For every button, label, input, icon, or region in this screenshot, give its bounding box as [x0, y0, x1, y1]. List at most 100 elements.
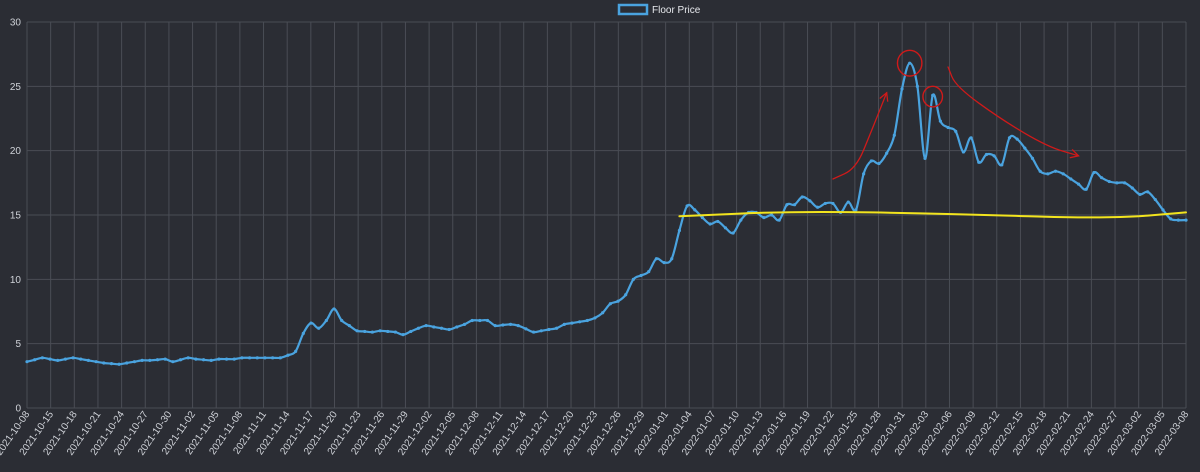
data-point: [1061, 172, 1065, 176]
data-point: [470, 318, 474, 323]
series-layer: [25, 61, 1188, 366]
data-point: [378, 329, 382, 333]
data-point: [1069, 177, 1073, 181]
data-point: [1023, 146, 1027, 150]
red-circle-annotation: [896, 49, 923, 77]
grid: [26, 21, 1187, 409]
data-point: [524, 327, 528, 331]
data-point: [969, 136, 973, 140]
data-point: [493, 324, 497, 328]
data-point: [224, 357, 229, 361]
data-point: [432, 325, 436, 329]
data-point: [831, 201, 835, 206]
data-point: [539, 329, 543, 333]
data-point: [670, 257, 674, 261]
data-point: [25, 360, 29, 364]
data-point: [1053, 169, 1058, 173]
data-point: [900, 87, 904, 91]
y-tick-label: 15: [10, 211, 22, 222]
y-tick-label: 5: [15, 339, 21, 350]
data-point: [501, 323, 505, 327]
data-point: [608, 302, 612, 306]
data-point: [593, 316, 597, 320]
hand-drawn-annotations: [678, 49, 1187, 219]
data-point: [324, 318, 328, 323]
data-point: [462, 322, 467, 326]
data-point: [340, 318, 344, 323]
data-point: [439, 326, 444, 330]
data-point: [923, 156, 927, 160]
data-point: [117, 362, 121, 366]
data-point: [654, 257, 658, 261]
data-point: [1146, 190, 1150, 194]
data-point: [409, 329, 413, 334]
y-tick-label: 25: [10, 82, 22, 93]
data-point: [94, 360, 98, 364]
data-point: [977, 160, 981, 164]
data-point: [102, 361, 106, 365]
data-point: [915, 84, 919, 88]
data-point: [424, 324, 428, 328]
data-point: [708, 222, 712, 226]
data-point: [769, 213, 774, 217]
data-point: [693, 208, 697, 212]
data-point: [685, 204, 689, 208]
data-point: [125, 361, 129, 365]
data-point: [1046, 172, 1050, 176]
data-point: [1138, 192, 1142, 197]
data-point: [1161, 208, 1165, 212]
data-point: [79, 357, 83, 361]
data-point: [370, 330, 374, 334]
data-point: [547, 327, 551, 332]
data-point: [1030, 156, 1035, 160]
data-point: [585, 318, 589, 323]
legend-label: Floor Price: [652, 5, 701, 16]
data-point: [954, 129, 958, 133]
data-point: [601, 311, 605, 315]
data-point: [401, 333, 405, 337]
data-point: [416, 326, 421, 330]
data-point: [171, 360, 175, 364]
series-line: [26, 62, 1187, 366]
data-point: [363, 329, 367, 334]
red-arrow-annotation: [832, 92, 888, 180]
data-point: [1115, 181, 1119, 185]
axes: 0510152025302021-10-082021-10-152021-10-…: [0, 18, 1192, 458]
data-point: [1184, 218, 1188, 222]
data-point: [209, 358, 213, 362]
data-point: [347, 324, 351, 328]
data-point: [217, 357, 221, 361]
data-point: [332, 307, 336, 311]
data-point: [294, 349, 298, 353]
data-point: [992, 154, 996, 158]
data-point: [716, 219, 720, 224]
data-point: [109, 362, 114, 366]
data-point: [1107, 179, 1111, 184]
data-point: [555, 326, 559, 330]
data-point: [700, 215, 705, 220]
data-point: [194, 357, 198, 361]
data-point: [455, 325, 459, 329]
data-point: [201, 358, 206, 362]
data-point: [1007, 136, 1012, 140]
data-point: [938, 119, 942, 123]
y-tick-label: 30: [10, 18, 22, 29]
data-point: [662, 261, 666, 265]
data-point: [1000, 163, 1004, 167]
data-point: [631, 277, 635, 281]
legend[interactable]: Floor Price: [617, 3, 701, 16]
data-point: [562, 322, 566, 326]
data-point: [317, 326, 321, 330]
arrowhead-icon: [879, 91, 889, 102]
data-point: [63, 357, 67, 361]
data-point: [677, 228, 682, 233]
data-point: [723, 226, 728, 230]
data-point: [808, 199, 812, 203]
data-point: [140, 358, 144, 362]
data-point: [1130, 186, 1134, 190]
data-point: [186, 356, 190, 360]
data-point: [516, 324, 520, 328]
data-point: [570, 321, 574, 325]
data-point: [271, 356, 275, 360]
